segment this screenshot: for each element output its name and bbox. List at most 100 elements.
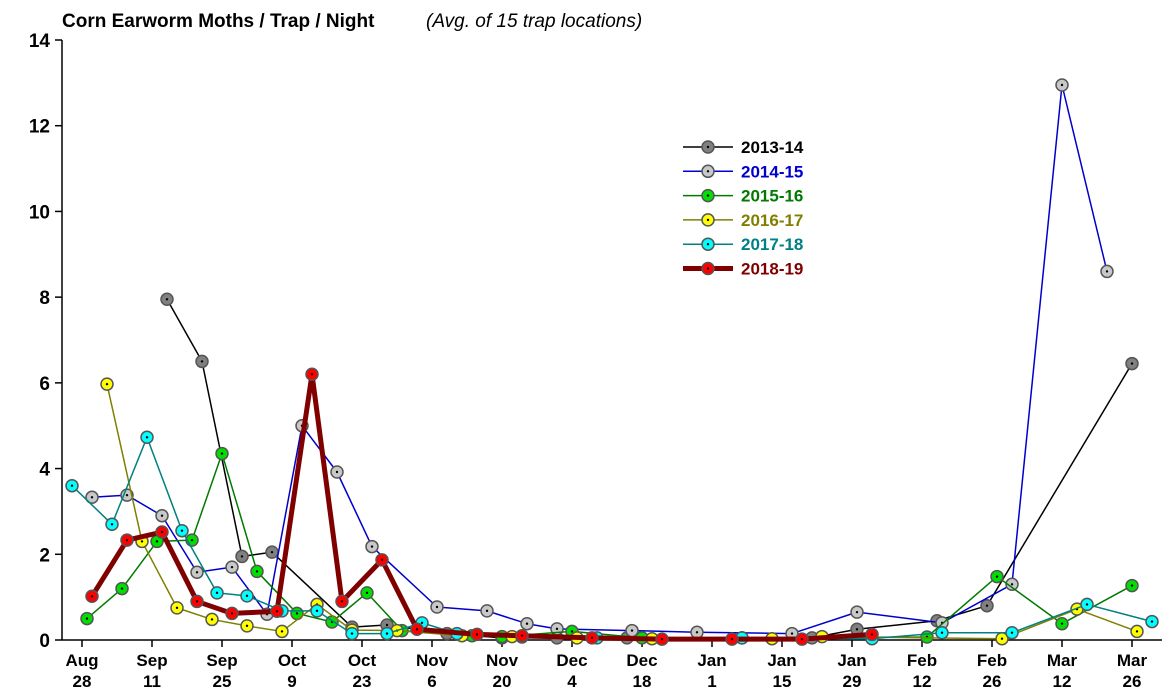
marker-dot	[800, 637, 804, 641]
y-tick-label: 10	[29, 202, 50, 223]
marker-dot	[555, 627, 559, 631]
legend-label: 2016-17	[741, 211, 803, 230]
marker-dot	[985, 604, 989, 607]
y-tick-label: 0	[39, 631, 50, 652]
marker-dot	[145, 436, 149, 439]
y-tick-label: 12	[29, 117, 50, 138]
legend-label: 2013-14	[741, 138, 804, 157]
marker-dot	[1130, 584, 1134, 587]
marker-dot	[295, 612, 299, 615]
marker-dot	[385, 632, 389, 635]
series-line	[89, 371, 873, 642]
y-tick-label: 4	[39, 460, 50, 481]
marker-dot	[1130, 362, 1134, 365]
marker-dot	[210, 618, 214, 621]
y-tick-label: 8	[39, 288, 50, 309]
marker-dot	[120, 587, 124, 590]
marker-dot	[870, 633, 874, 636]
marker-dot	[1105, 270, 1109, 273]
marker-dot	[1085, 603, 1089, 606]
marker-dot	[1000, 637, 1004, 640]
marker-dot	[350, 632, 354, 635]
marker-dot	[415, 628, 419, 631]
legend-label: 2014-15	[741, 162, 803, 181]
marker-dot	[200, 360, 204, 363]
y-tick-label: 6	[39, 374, 50, 395]
marker-dot	[175, 606, 179, 610]
marker-dot	[340, 600, 344, 603]
y-tick-label: 14	[29, 31, 51, 52]
marker-dot	[310, 373, 314, 376]
marker-dot	[525, 622, 529, 625]
marker-dot	[370, 545, 374, 548]
x-tick-label: Nov 6	[416, 651, 449, 691]
chart-subtitle: (Avg. of 15 trap locations)	[426, 11, 642, 32]
marker-dot	[1060, 83, 1064, 87]
marker-dot	[190, 538, 194, 542]
marker-dot	[706, 194, 710, 197]
marker-dot	[280, 630, 284, 633]
marker-dot	[125, 493, 129, 497]
marker-dot	[160, 530, 164, 534]
marker-dot	[230, 565, 234, 569]
marker-dot	[215, 591, 219, 595]
x-tick-label: Mar 26	[1117, 651, 1148, 691]
marker-dot	[180, 529, 184, 532]
marker-dot	[1150, 620, 1154, 623]
legend: 2013-14 2014-15 2015-16 2016-17 2017-18 2018-…	[683, 138, 804, 279]
marker-dot	[660, 637, 664, 641]
marker-dot	[706, 145, 710, 149]
marker-dot	[125, 538, 129, 542]
marker-dot	[940, 631, 944, 634]
x-tick-label: Nov 20	[486, 651, 519, 691]
marker-dot	[90, 496, 94, 499]
marker-dot	[245, 624, 249, 628]
marker-dot	[240, 555, 244, 558]
x-tick-label: Dec 4	[556, 651, 587, 691]
x-tick-label: Feb 12	[907, 651, 937, 691]
marker-dot	[1010, 631, 1014, 634]
legend-label: 2015-16	[741, 187, 803, 206]
marker-dot	[1010, 583, 1014, 586]
x-tick-label: Oct 23	[348, 651, 377, 691]
x-tick-label: Sep 25	[206, 651, 237, 691]
marker-dot	[245, 594, 249, 598]
marker-dot	[485, 609, 489, 613]
marker-dot	[570, 630, 574, 633]
x-tick-label: Aug 28	[65, 651, 98, 691]
marker-dot	[855, 628, 859, 631]
marker-dot	[706, 267, 710, 270]
marker-dot	[385, 623, 389, 627]
marker-dot	[435, 605, 439, 609]
marker-dot	[165, 298, 169, 301]
marker-dot	[730, 637, 734, 641]
marker-dot	[270, 550, 274, 554]
marker-dot	[105, 382, 109, 386]
marker-dot	[315, 609, 319, 613]
marker-dot	[790, 632, 794, 635]
legend-label: 2017-18	[741, 235, 803, 254]
marker-dot	[160, 514, 164, 517]
series-line	[71, 436, 1153, 640]
x-tick-label: Dec 18	[626, 651, 657, 691]
marker-dot	[335, 470, 339, 474]
marker-dot	[706, 218, 710, 222]
marker-dot	[1060, 622, 1064, 625]
x-tick-label: Jan 1	[697, 651, 726, 691]
y-tick-label: 2	[39, 545, 50, 566]
marker-dot	[365, 591, 369, 595]
x-tick-label: Jan 29	[837, 651, 866, 691]
x-tick-label: Sep 11	[136, 651, 167, 691]
x-tick-label: Feb 26	[977, 651, 1007, 691]
marker-dot	[70, 484, 74, 487]
marker-dot	[220, 452, 224, 455]
marker-dot	[706, 170, 710, 173]
series-line	[86, 452, 1133, 639]
marker-dot	[110, 523, 114, 526]
marker-dot	[380, 558, 384, 562]
marker-dot	[695, 631, 699, 634]
marker-dot	[195, 600, 199, 603]
marker-dot	[275, 610, 279, 613]
legend-label: 2018-19	[741, 260, 803, 279]
